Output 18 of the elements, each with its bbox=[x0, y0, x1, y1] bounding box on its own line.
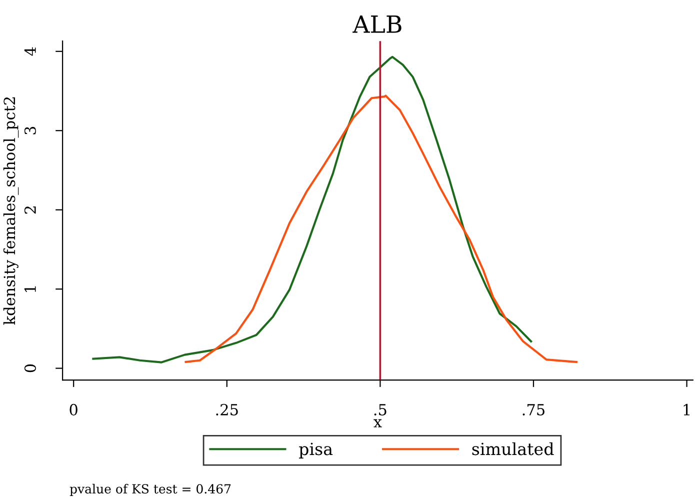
y-tick-label: 4 bbox=[24, 47, 36, 56]
y-axis-title: kdensity females_school_pct2 bbox=[3, 97, 19, 325]
x-axis-title: x bbox=[374, 419, 382, 428]
y-tick-label: 0 bbox=[24, 364, 36, 372]
legend-label: pisa bbox=[299, 442, 333, 458]
x-tick-label: .25 bbox=[216, 404, 238, 416]
line-series bbox=[92, 56, 532, 364]
x-tick-label: 0 bbox=[70, 404, 78, 416]
y-tick-label: 2 bbox=[24, 206, 36, 214]
chart-title: ALB bbox=[352, 16, 402, 33]
line-series bbox=[184, 94, 578, 363]
x-tick-label: .5 bbox=[374, 404, 386, 416]
y-tick-label: 3 bbox=[24, 126, 36, 134]
y-tick-label: 1 bbox=[24, 286, 36, 292]
x-tick-label: 1 bbox=[684, 404, 690, 416]
text: pvalue of KS test = 0.467 bbox=[70, 484, 231, 496]
x-tick-label: .75 bbox=[522, 404, 544, 416]
legend-label: simulated bbox=[472, 442, 554, 456]
